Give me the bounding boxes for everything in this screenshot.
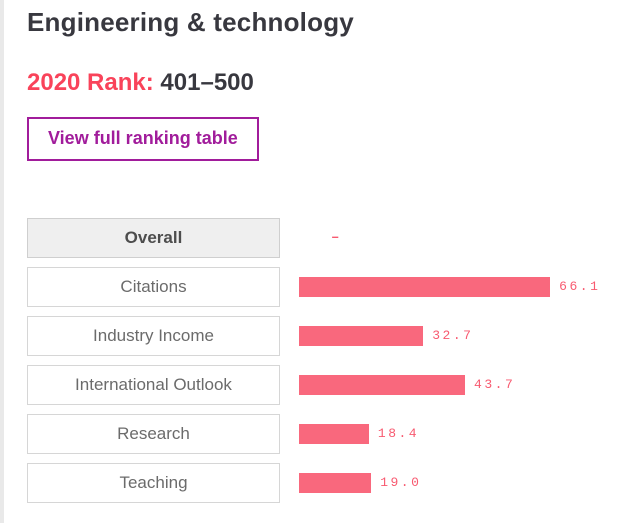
scores-bar-chart: Overall – Citations 66.1 Industry Income…	[27, 217, 640, 503]
bar-area: 32.7	[299, 316, 640, 356]
bar-area: 18.4	[299, 414, 640, 454]
score-value: 66.1	[559, 279, 601, 295]
category-button-citations[interactable]: Citations	[27, 266, 280, 307]
score-bar	[299, 472, 372, 493]
category-button-international-outlook[interactable]: International Outlook	[27, 364, 280, 405]
chart-row: Citations 66.1	[27, 266, 640, 307]
category-button-industry-income[interactable]: Industry Income	[27, 315, 280, 356]
rank-year-label: 2020 Rank:	[27, 69, 154, 96]
score-value: 32.7	[432, 328, 474, 344]
score-value: 19.0	[380, 475, 422, 491]
chart-row: International Outlook 43.7	[27, 364, 640, 405]
bar-area: 66.1	[299, 267, 640, 307]
subject-ranking-panel: Engineering & technology 2020 Rank: 401–…	[27, 7, 640, 503]
score-bar	[299, 276, 551, 297]
chart-row: Teaching 19.0	[27, 462, 640, 503]
rank-line: 2020 Rank: 401–500	[27, 69, 640, 97]
score-bar	[299, 374, 466, 395]
category-button-teaching[interactable]: Teaching	[27, 462, 280, 503]
page-title: Engineering & technology	[27, 7, 354, 37]
chart-row: Research 18.4	[27, 413, 640, 454]
chart-row: Industry Income 32.7	[27, 315, 640, 356]
score-bar	[299, 423, 369, 444]
category-button-overall[interactable]: Overall	[27, 217, 280, 258]
bar-area: –	[299, 218, 640, 258]
bar-area: 43.7	[299, 365, 640, 405]
category-button-research[interactable]: Research	[27, 413, 280, 454]
score-value: 18.4	[377, 426, 420, 442]
rank-value: 401–500	[160, 69, 254, 96]
score-value: 43.7	[474, 377, 516, 393]
bar-area: 19.0	[299, 463, 640, 503]
chart-row: Overall –	[27, 217, 640, 258]
score-bar	[299, 325, 424, 346]
view-full-ranking-table-button[interactable]: View full ranking table	[27, 116, 259, 161]
score-value: –	[331, 229, 340, 246]
left-edge-strip	[0, 0, 4, 523]
